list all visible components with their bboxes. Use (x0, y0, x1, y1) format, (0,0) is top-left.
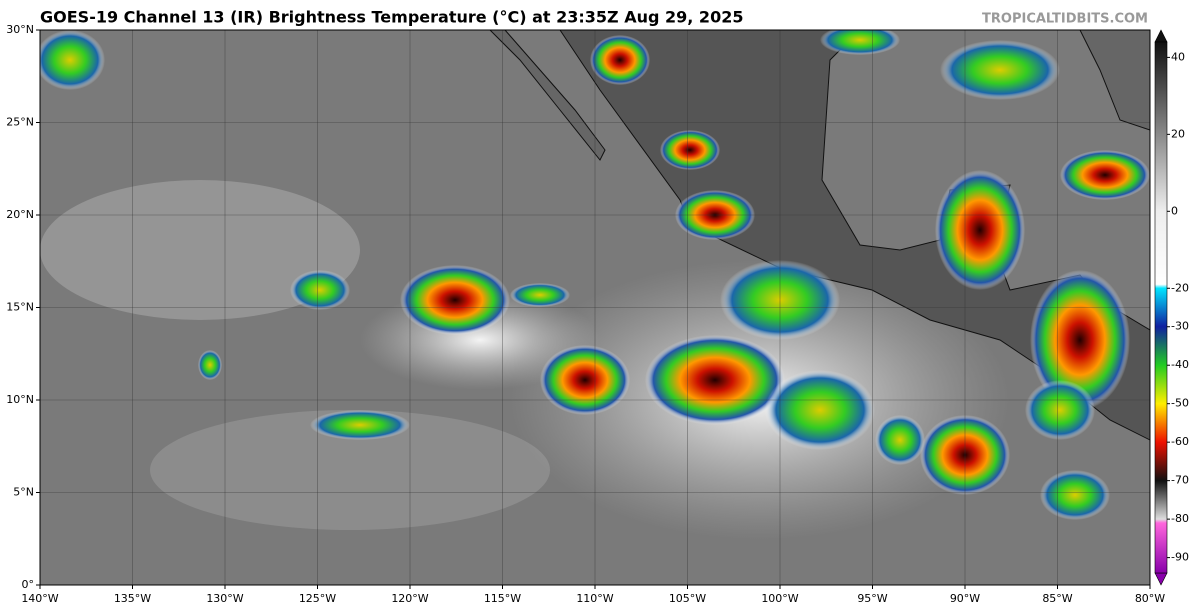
baja (489, 30, 606, 161)
convection (510, 283, 570, 307)
storm (645, 335, 785, 425)
colorbar-label: -90 (1171, 551, 1189, 564)
lon-label: 95°W (857, 592, 887, 605)
storm (540, 345, 630, 415)
colorbar-label: 20 (1171, 127, 1185, 140)
colorbar-arrow (1154, 572, 1168, 586)
storm (590, 35, 650, 85)
convection (820, 30, 900, 55)
colorbar-bar (1154, 41, 1168, 574)
colorbar-label: -70 (1171, 474, 1189, 487)
colorbar: 40 20 0 -20 -30 -40 -50 -60 -70 -80 -90 (1154, 29, 1189, 586)
storm (400, 265, 510, 335)
colorbar-label: 40 (1171, 50, 1185, 63)
lat-label: 5°N (13, 486, 34, 499)
colorbar-label: -80 (1171, 512, 1189, 525)
lon-label: 85°W (1042, 592, 1072, 605)
lat-label: 20°N (6, 208, 34, 221)
convection (290, 270, 350, 310)
convection (1025, 380, 1095, 440)
convection (940, 40, 1060, 100)
cloud-field (150, 410, 550, 530)
convection (1040, 470, 1110, 520)
convection (40, 30, 105, 90)
lon-label: 110°W (576, 592, 613, 605)
colorbar-label: -40 (1171, 358, 1189, 371)
storm (935, 170, 1025, 290)
lon-label: 100°W (761, 592, 798, 605)
colorbar-label: -60 (1171, 435, 1189, 448)
map-frame (39, 29, 1151, 586)
lat-label: 0° (22, 578, 35, 591)
convection (198, 350, 222, 380)
storm (1060, 150, 1150, 200)
imagery (40, 30, 1150, 585)
lon-label: 140°W (21, 592, 58, 605)
colorbar-arrow (1154, 29, 1168, 43)
lon-label: 135°W (114, 592, 151, 605)
lon-label: 115°W (484, 592, 521, 605)
colorbar-label: 0 (1171, 204, 1178, 217)
colorbar-label: -30 (1171, 320, 1189, 333)
lon-label: 130°W (206, 592, 243, 605)
storm (660, 130, 720, 170)
lat-label: 10°N (6, 393, 34, 406)
storm (1030, 270, 1130, 410)
lon-label: 80°W (1135, 592, 1165, 605)
colorbar-label: -50 (1171, 397, 1189, 410)
land (1079, 30, 1150, 131)
lat-label: 30°N (6, 23, 34, 36)
convection (310, 410, 410, 440)
convection (875, 415, 925, 465)
credit: TROPICALTIDBITS.COM (982, 12, 1148, 27)
lon-label: 105°W (669, 592, 706, 605)
convection (765, 370, 875, 450)
lon-label: 90°W (950, 592, 980, 605)
colorbar-label: -20 (1171, 281, 1189, 294)
lon-label: 120°W (391, 592, 428, 605)
lat-label: 25°N (6, 116, 34, 129)
lon-label: 125°W (299, 592, 336, 605)
title: GOES-19 Channel 13 (IR) Brightness Tempe… (40, 8, 743, 27)
lat-label: 15°N (6, 301, 34, 314)
